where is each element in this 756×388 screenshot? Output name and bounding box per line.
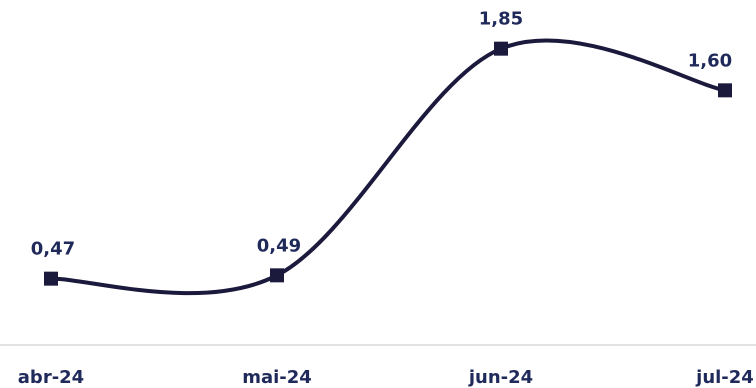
data-label: 0,47 bbox=[31, 239, 75, 260]
data-label: 0,49 bbox=[257, 235, 301, 256]
data-labels: 0,47 0,49 1,85 1,60 bbox=[31, 9, 732, 260]
data-label: 1,85 bbox=[479, 9, 523, 30]
data-label: 1,60 bbox=[688, 50, 732, 71]
data-point-marker bbox=[494, 41, 508, 56]
x-tick-label: jun-24 bbox=[468, 367, 533, 388]
x-axis-tick-labels: abr-24 mai-24 jun-24 jul-24 bbox=[18, 367, 754, 388]
x-tick-label: jul-24 bbox=[695, 367, 754, 388]
x-tick-label: mai-24 bbox=[242, 367, 312, 388]
series-group bbox=[44, 38, 732, 296]
series-line bbox=[49, 38, 727, 296]
data-point-marker bbox=[718, 83, 732, 98]
x-tick-label: abr-24 bbox=[18, 367, 84, 388]
data-point-marker bbox=[44, 271, 58, 286]
data-point-marker bbox=[270, 268, 284, 283]
